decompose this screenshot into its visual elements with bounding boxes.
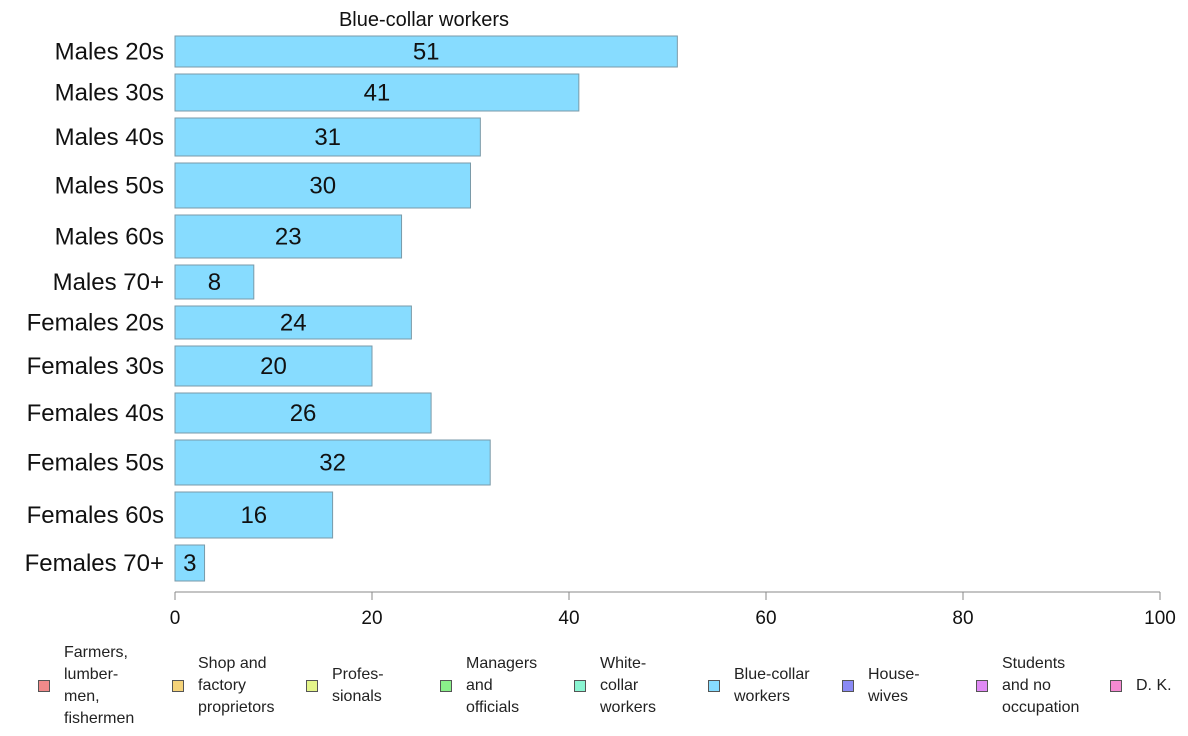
category-label: Males 70+ [53, 269, 164, 296]
x-tick-label: 80 [952, 608, 973, 629]
data-label: 41 [364, 80, 391, 107]
category-label: Females 70+ [25, 550, 164, 577]
legend-item: House- wives [842, 636, 920, 736]
bar [174, 117, 481, 157]
bar [174, 305, 412, 340]
data-label: 3 [183, 550, 196, 577]
legend-item: Blue-collar workers [708, 636, 810, 736]
data-label: 24 [280, 310, 307, 337]
category-label: Males 20s [55, 39, 164, 66]
legend-label: Blue-collar workers [734, 666, 810, 705]
x-tick-label: 100 [1144, 608, 1176, 629]
category-label: Males 50s [55, 173, 164, 200]
data-label: 51 [413, 39, 440, 66]
data-label: 31 [314, 124, 341, 151]
bar [174, 162, 471, 209]
bar [174, 214, 403, 259]
data-label: 16 [240, 502, 267, 529]
category-label: Males 40s [55, 124, 164, 151]
legend-item: White- collar workers [574, 636, 656, 736]
legend-swatch [38, 680, 50, 692]
legend-label: White- collar workers [600, 655, 657, 716]
x-tick-label: 60 [755, 608, 776, 629]
data-label: 32 [319, 450, 346, 477]
data-label: 8 [208, 269, 221, 296]
legend-swatch [306, 680, 318, 692]
bars-group: Males 20s 51 Males 30s 41 Males 40s 31 Males 5… [25, 35, 678, 582]
legend-label: House- wives [868, 666, 920, 705]
legend-label: Students and no occupation [1002, 655, 1080, 716]
legend-label: Farmers, lumber- men, fishermen [64, 644, 135, 727]
legend-item: Profes- sionals [306, 636, 384, 736]
legend-item: D. K. [1110, 636, 1172, 736]
category-label: Females 20s [27, 310, 164, 337]
legend-item: Farmers, lumber- men, fishermen [38, 636, 134, 736]
x-tick-label: 40 [558, 608, 579, 629]
data-label: 30 [309, 173, 336, 200]
legend-item: Managers and officials [440, 636, 537, 736]
bar [174, 544, 206, 582]
data-label: 23 [275, 224, 302, 251]
data-label: 26 [290, 400, 317, 427]
category-label: Females 50s [27, 450, 164, 477]
chart-title: Blue-collar workers [339, 9, 509, 31]
legend-item: Students and no occupation [976, 636, 1079, 736]
legend-label: Profes- sionals [332, 666, 384, 705]
legend-item: Shop and factory proprietors [172, 636, 274, 736]
bar [174, 491, 334, 539]
bar [174, 73, 580, 112]
legend-swatch [440, 680, 452, 692]
bar [174, 439, 491, 486]
category-label: Females 30s [27, 353, 164, 380]
legend-swatch [1110, 680, 1122, 692]
legend: Farmers, lumber- men, fishermen Shop and … [0, 636, 1188, 736]
bar [174, 345, 373, 387]
legend-swatch [976, 680, 988, 692]
category-label: Males 60s [55, 224, 164, 251]
legend-swatch [708, 680, 720, 692]
category-label: Males 30s [55, 80, 164, 107]
legend-swatch [574, 680, 586, 692]
x-tick-label: 0 [170, 608, 181, 629]
legend-swatch [842, 680, 854, 692]
legend-label: Managers and officials [466, 655, 538, 716]
legend-swatch [172, 680, 184, 692]
bar [174, 35, 678, 68]
data-label: 20 [260, 353, 287, 380]
x-axis: 0 20 40 60 80 100 [170, 591, 1176, 629]
legend-label: Shop and factory proprietors [198, 655, 275, 716]
legend-label: D. K. [1136, 677, 1172, 694]
category-label: Females 40s [27, 400, 164, 427]
bar-chart: Blue-collar workers Males 20s 51 Males 30s… [25, 9, 1176, 629]
x-tick-label: 20 [361, 608, 382, 629]
category-label: Females 60s [27, 502, 164, 529]
bar [174, 392, 432, 434]
bar [174, 264, 255, 300]
